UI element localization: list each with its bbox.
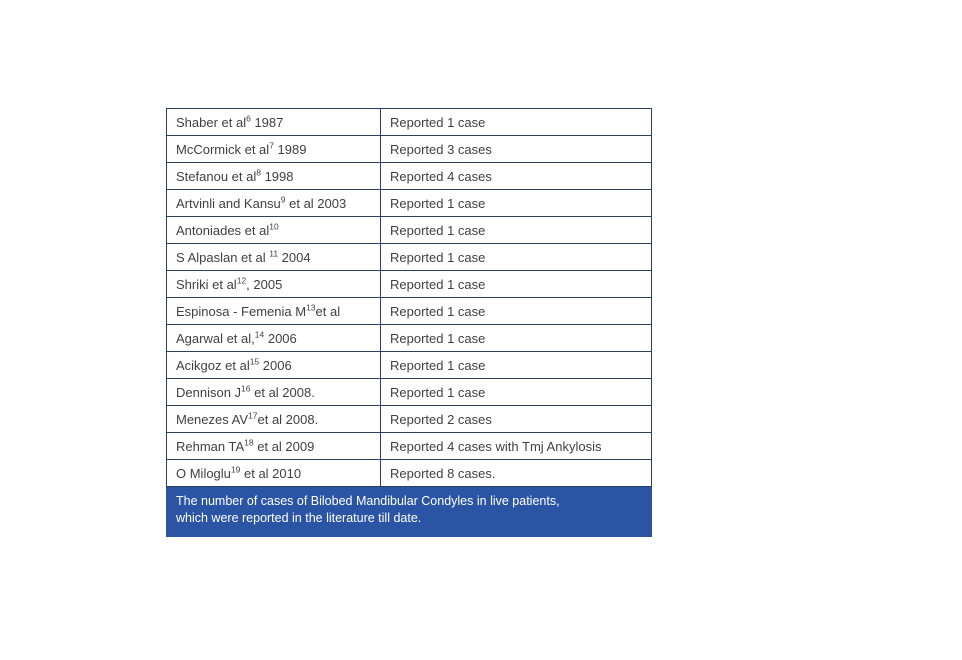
cases-cell: Reported 1 case: [380, 270, 652, 298]
reference-superscript: 19: [230, 464, 241, 475]
reference-superscript: 15: [249, 356, 260, 367]
table-row: Artvinli and Kansu9 et al 2003 Reported …: [166, 189, 652, 217]
table-row: Agarwal et al,14 2006 Reported 1 case: [166, 324, 652, 352]
author-cell: O Miloglu19 et al 2010: [166, 459, 381, 487]
reference-superscript: 6: [246, 113, 251, 124]
cases-cell: Reported 1 case: [380, 378, 652, 406]
table-row: Shriki et al12, 2005 Reported 1 case: [166, 270, 652, 298]
table-row: Shaber et al6 1987 Reported 1 case: [166, 108, 652, 136]
author-cell: Shaber et al6 1987: [166, 108, 381, 136]
table-row: O Miloglu19 et al 2010 Reported 8 cases.: [166, 459, 652, 487]
author-cell: Artvinli and Kansu9 et al 2003: [166, 189, 381, 217]
author-cell: Stefanou et al8 1998: [166, 162, 381, 190]
author-cell: Acikgoz et al15 2006: [166, 351, 381, 379]
cases-cell: Reported 1 case: [380, 243, 652, 271]
cases-cell: Reported 8 cases.: [380, 459, 652, 487]
cases-cell: Reported 3 cases: [380, 135, 652, 163]
author-cell: Menezes AV17et al 2008.: [166, 405, 381, 433]
table-row: Acikgoz et al15 2006 Reported 1 case: [166, 351, 652, 379]
reference-superscript: 13: [306, 302, 316, 313]
author-cell: Dennison J16 et al 2008.: [166, 378, 381, 406]
table-row: Menezes AV17et al 2008. Reported 2 cases: [166, 405, 652, 433]
cases-cell: Reported 1 case: [380, 297, 652, 325]
table-row: Espinosa - Femenia M13et al Reported 1 c…: [166, 297, 652, 325]
figure-caption-line1: The number of cases of Bilobed Mandibula…: [176, 494, 560, 508]
reference-superscript: 8: [256, 167, 261, 178]
literature-table-figure: Shaber et al6 1987 Reported 1 case McCor…: [166, 108, 652, 537]
figure-caption: The number of cases of Bilobed Mandibula…: [166, 487, 652, 537]
reference-superscript: 12: [236, 275, 247, 286]
reference-superscript: 9: [280, 194, 286, 205]
cases-cell: Reported 2 cases: [380, 405, 652, 433]
author-cell: Agarwal et al,14 2006: [166, 324, 381, 352]
table-row: S Alpaslan et al 11 2004 Reported 1 case: [166, 243, 652, 271]
table-row: Stefanou et al8 1998 Reported 4 cases: [166, 162, 652, 190]
cases-cell: Reported 1 case: [380, 324, 652, 352]
cases-cell: Reported 4 cases with Tmj Ankylosis: [380, 432, 652, 460]
reference-superscript: 7: [269, 140, 274, 151]
reference-superscript: 11: [269, 248, 279, 259]
table-row: Dennison J16 et al 2008. Reported 1 case: [166, 378, 652, 406]
literature-cases-table: Shaber et al6 1987 Reported 1 case McCor…: [166, 108, 652, 487]
figure-caption-line2: which were reported in the literature ti…: [176, 511, 422, 526]
author-cell: Shriki et al12, 2005: [166, 270, 381, 298]
reference-superscript: 10: [269, 221, 279, 232]
cases-cell: Reported 4 cases: [380, 162, 652, 190]
author-cell: Espinosa - Femenia M13et al: [166, 297, 381, 325]
reference-superscript: 14: [254, 329, 265, 340]
cases-cell: Reported 1 case: [380, 216, 652, 244]
table-row: Antoniades et al10 Reported 1 case: [166, 216, 652, 244]
author-cell: Antoniades et al10: [166, 216, 381, 244]
cases-cell: Reported 1 case: [380, 351, 652, 379]
author-cell: Rehman TA18 et al 2009: [166, 432, 381, 460]
table-row: Rehman TA18 et al 2009 Reported 4 cases …: [166, 432, 652, 460]
cases-cell: Reported 1 case: [380, 108, 652, 136]
reference-superscript: 18: [244, 437, 254, 448]
cases-cell: Reported 1 case: [380, 189, 652, 217]
author-cell: McCormick et al7 1989: [166, 135, 381, 163]
author-cell: S Alpaslan et al 11 2004: [166, 243, 381, 271]
reference-superscript: 16: [241, 383, 251, 394]
reference-superscript: 17: [248, 410, 258, 421]
table-row: McCormick et al7 1989 Reported 3 cases: [166, 135, 652, 163]
